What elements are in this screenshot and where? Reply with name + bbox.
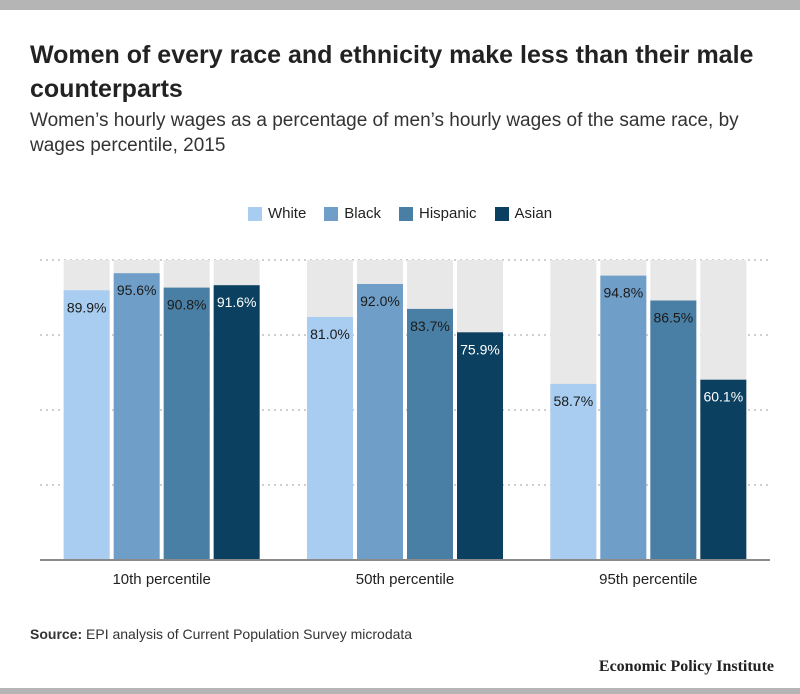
bar-white [307, 317, 353, 560]
bar-asian [457, 332, 503, 560]
source-label: Source: [30, 626, 83, 642]
bar-white [63, 290, 110, 560]
legend-swatch [494, 206, 509, 221]
data-label: 89.9% [67, 299, 107, 315]
data-label: 90.8% [167, 297, 207, 313]
category-label: 50th percentile [356, 571, 454, 588]
data-label: 83.7% [410, 318, 450, 334]
data-label: 91.6% [217, 294, 257, 310]
bar-chart: 89.9% 95.6% 90.8% 91.6% 10th percentile 81.0%… [40, 259, 770, 588]
legend-swatch [324, 206, 339, 221]
brand-wordmark: Economic Policy Institute [598, 658, 774, 675]
legend-swatch [398, 206, 413, 221]
legend-label: Black [344, 205, 381, 222]
chart-title: Women of every race and ethnicity make l… [30, 41, 754, 103]
category-label: 10th percentile [112, 571, 210, 588]
data-label: 81.0% [310, 326, 350, 342]
source-text: EPI analysis of Current Population Surve… [82, 626, 413, 642]
data-label: 58.7% [553, 393, 593, 409]
data-label: 60.1% [703, 389, 743, 405]
legend-label: Asian [514, 205, 553, 222]
bar-hispanic [650, 300, 697, 560]
data-label: 86.5% [653, 310, 693, 326]
legend: White Black Hispanic Asian [0, 205, 800, 222]
bar-black [357, 284, 403, 560]
legend-item-white: White [247, 205, 307, 222]
legend-item-black: Black [324, 205, 381, 222]
bar-black [600, 275, 647, 560]
data-label: 94.8% [603, 285, 643, 301]
category-label: 95th percentile [599, 571, 697, 588]
legend-swatch [247, 206, 262, 221]
bottom-border [0, 688, 800, 694]
legend-label: White [267, 205, 307, 222]
data-label: 75.9% [460, 341, 500, 357]
legend-item-hispanic: Hispanic [398, 205, 477, 222]
bar-hispanic [163, 287, 210, 560]
bar-asian [213, 285, 260, 560]
source-note: Source: EPI analysis of Current Populati… [30, 626, 412, 642]
data-label: 92.0% [360, 293, 400, 309]
bar-asian [700, 379, 747, 560]
bar-white [550, 383, 597, 560]
chart-subtitle: Women’s hourly wages as a percentage of … [30, 110, 739, 156]
data-label: 95.6% [117, 282, 157, 298]
top-border [0, 0, 800, 10]
legend-item-asian: Asian [494, 205, 553, 222]
legend-label: Hispanic [418, 205, 477, 222]
bar-black [113, 273, 160, 560]
bar-hispanic [407, 308, 453, 560]
